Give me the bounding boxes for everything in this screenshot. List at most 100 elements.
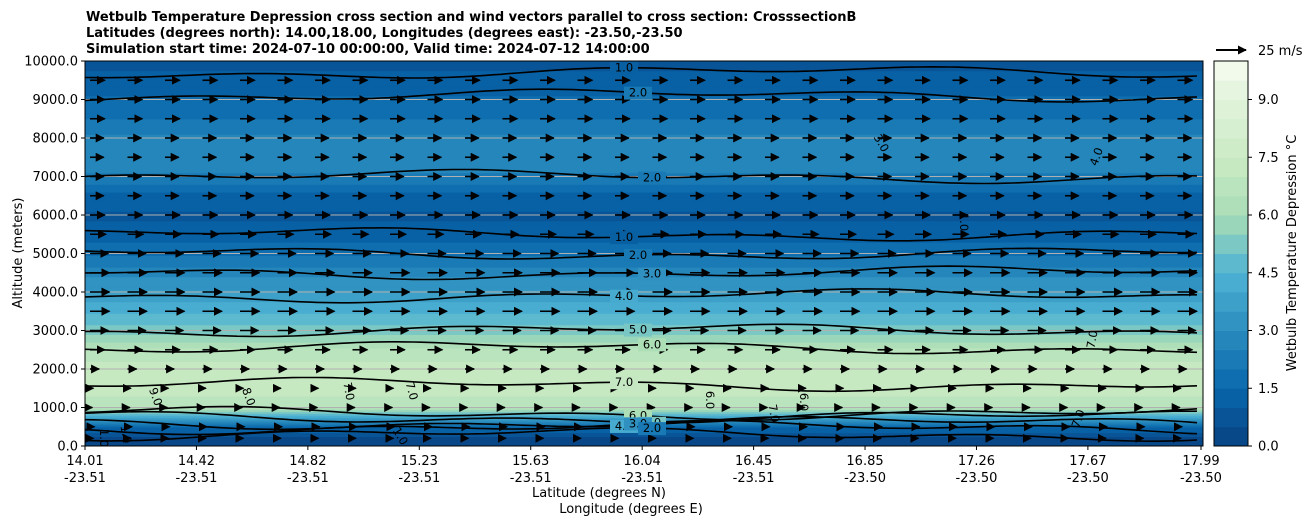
contour-side-label: 7.0 [765,403,782,423]
contour-band [85,359,1203,362]
contour-band [85,282,1203,285]
contour-band [85,157,1203,160]
contour-label: 7.0 [615,375,633,389]
contour-label-bg [610,231,638,245]
contour-band [85,136,1203,139]
contour-side-label: 8.0 [239,386,258,408]
contour-band [85,74,1203,77]
contour-band [85,218,1203,222]
contour-band [85,440,1203,443]
x-tick-label-lon: -23.51 [398,471,440,486]
contour-band [85,120,1203,124]
contour-band [85,434,1203,437]
colorbar-tick-label: 0.0 [1258,440,1279,455]
contour-band [85,76,1203,79]
colorbar-segment [1214,292,1248,312]
contour-band [85,220,1203,224]
colorbar-segment [1214,80,1248,100]
contour-band [85,105,1203,108]
contour-band [85,299,1203,303]
contour-line [85,376,1198,393]
y-axis-label: Altitude (meters) [11,198,26,309]
contour-band [85,70,1203,74]
contour-band [85,392,1203,395]
contour-band [85,197,1203,201]
contour-band [85,372,1203,376]
colorbar-segment [1214,99,1248,120]
contour-label-bg [638,422,666,436]
y-tick-label: 8000.0 [33,132,79,147]
contour-band [85,122,1203,126]
contour-label-bg [624,86,652,100]
colorbar-tick-label: 4.5 [1258,266,1279,281]
x-tick-label-lat: 15.23 [401,454,438,469]
contour-band [85,99,1203,103]
contour-band [85,369,1203,372]
contour-band [85,116,1203,120]
x-axis: 14.01 -23.51 14.42 -23.51 14.82 -23.51 15.23 -2… [64,446,1222,486]
contour-band [85,297,1203,301]
contour-band [85,103,1203,106]
x-tick-label-lon: -23.50 [1067,471,1109,486]
contour-label: 1.0 [615,230,633,244]
plot-area: 1.02.02.01.02.03.04.05.06.07.06.05.04.03… [85,61,1203,446]
contour-band [85,351,1203,355]
contour-band [85,139,1203,143]
colorbar-segment [1214,426,1248,447]
x-tick-label-lat: 16.85 [846,454,883,469]
x-tick-label-lon: -23.51 [64,471,106,486]
contour-band [85,195,1203,199]
contour-band [85,240,1203,243]
contour-band [85,378,1203,382]
contour-band [85,261,1203,264]
colorbar-tick-label: 7.5 [1258,151,1279,166]
x-tick-label-lat: 17.99 [1182,454,1219,469]
contour-side-label: 1.0 [117,424,134,444]
contour-band [85,438,1203,441]
contour-band [85,397,1203,401]
colorbar-segment [1214,349,1248,370]
x-tick-label-lon: -23.50 [1180,471,1222,486]
contour-label-bg [610,289,638,303]
contour-band [85,149,1203,153]
contour-band [85,318,1203,322]
contour-band [85,209,1203,212]
contour-label: 2.0 [643,171,661,185]
contour-band [85,367,1203,370]
x-tick-label-lon: -23.51 [733,471,775,486]
contour-band [85,390,1203,393]
quiver-key-label: 25 m/s [1258,44,1303,59]
contour-band [85,80,1203,83]
y-tick-label: 7000.0 [33,170,79,185]
contour-band [85,114,1203,118]
colorbar-label: Wetbulb Temperature Depression °C [1285,135,1300,372]
contour-band [85,401,1203,405]
colorbar-tick-label: 9.0 [1258,93,1279,108]
contour-band [85,207,1203,210]
contour-band [85,112,1203,116]
chart-title: Wetbulb Temperature Depression cross sec… [86,10,856,57]
contour-label-bg [638,338,666,352]
y-axis: 0.0 1000.0 2000.0 3000.0 4000.0 5000.0 6000.0 7… [24,55,85,455]
colorbar-segment [1214,407,1248,428]
contour-label: 2.0 [629,248,647,262]
colorbar-segment [1214,176,1248,197]
x-axis-label-latitude: Latitude (degrees N) [532,486,666,501]
contour-band [85,189,1203,193]
colorbar [1214,61,1248,447]
contour-label: 4.0 [615,289,633,303]
colorbar-segment [1214,61,1248,81]
x-tick-label-lat: 17.67 [1069,454,1106,469]
contour-side-label: 6.0 [797,393,811,411]
contour-band [85,353,1203,357]
contour-label: 3.0 [643,267,661,281]
contour-band [85,145,1203,149]
contour-band [85,236,1203,239]
contour-band [85,394,1203,397]
colorbar-tick-label: 1.5 [1258,382,1279,397]
contour-label-bg [624,323,652,337]
contour-band [85,211,1203,214]
y-tick-label: 9000.0 [33,93,79,108]
contour-band [85,317,1203,320]
